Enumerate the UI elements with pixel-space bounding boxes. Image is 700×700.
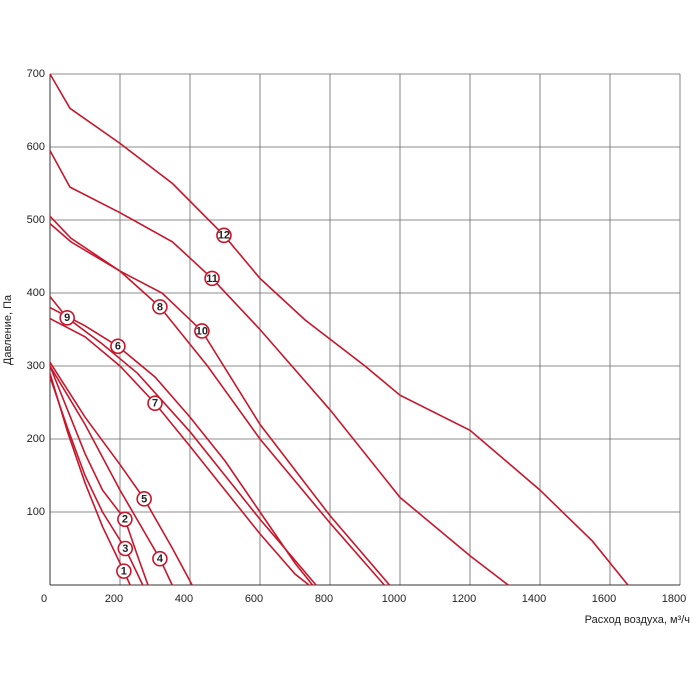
x-tick-label: 200 bbox=[105, 593, 123, 605]
curve bbox=[49, 73, 629, 586]
x-tick-label: 600 bbox=[245, 593, 263, 605]
curve-label: 12 bbox=[218, 230, 230, 242]
y-tick-label: 300 bbox=[27, 360, 45, 372]
curve-label-circle bbox=[117, 511, 133, 528]
curve-label: 1 bbox=[121, 566, 127, 578]
y-tick-label: 500 bbox=[27, 214, 45, 226]
curve bbox=[49, 215, 385, 586]
curve bbox=[49, 306, 314, 586]
curve-label: 8 bbox=[157, 301, 163, 313]
curve bbox=[49, 317, 310, 586]
curve-label-circle bbox=[194, 323, 210, 339]
curve-label: 4 bbox=[157, 553, 164, 565]
curve-label: 6 bbox=[115, 341, 121, 353]
x-tick-label: 1000 bbox=[382, 593, 406, 605]
curve-label: 10 bbox=[196, 325, 208, 337]
y-tick-label: 100 bbox=[27, 506, 45, 518]
y-tick-label: 400 bbox=[27, 287, 45, 299]
curve-label: 2 bbox=[122, 514, 128, 526]
x-tick-label: 1600 bbox=[592, 593, 616, 605]
x-tick-label: 1200 bbox=[452, 593, 476, 605]
curve-label-circle bbox=[204, 270, 220, 287]
curve-label: 5 bbox=[141, 493, 147, 505]
curve-label-circle bbox=[117, 540, 134, 557]
curve-label: 3 bbox=[122, 543, 128, 555]
curve bbox=[49, 365, 173, 586]
x-tick-label: 1800 bbox=[662, 593, 686, 605]
curve-label-circle bbox=[147, 395, 163, 412]
curve-label-circle bbox=[110, 338, 126, 355]
curve bbox=[49, 365, 149, 586]
curve-label: 7 bbox=[152, 398, 158, 410]
y-tick-label: 700 bbox=[27, 68, 45, 80]
y-axis-label: Давление, Па bbox=[2, 294, 14, 365]
curve bbox=[49, 361, 193, 586]
curve-label-circle bbox=[216, 227, 232, 244]
curve-label: 9 bbox=[64, 312, 70, 324]
curve-label-circle bbox=[152, 299, 168, 315]
x-tick-label: 400 bbox=[175, 593, 193, 605]
x-tick-label: 0 bbox=[41, 593, 47, 605]
x-tick-label: 800 bbox=[315, 593, 333, 605]
curve-label-circle bbox=[116, 563, 132, 579]
curve-label-circle bbox=[59, 310, 75, 326]
curve-label-circle bbox=[152, 550, 168, 567]
x-axis-label: Расход воздуха, м³/ч bbox=[585, 614, 690, 626]
x-tick-label: 1400 bbox=[522, 593, 546, 605]
curve bbox=[49, 150, 509, 586]
curve bbox=[49, 373, 131, 586]
curve-label: 11 bbox=[206, 273, 218, 285]
y-tick-label: 600 bbox=[27, 141, 45, 153]
curve-label-circle bbox=[136, 491, 152, 507]
curve bbox=[49, 223, 391, 586]
y-tick-label: 200 bbox=[27, 433, 45, 445]
